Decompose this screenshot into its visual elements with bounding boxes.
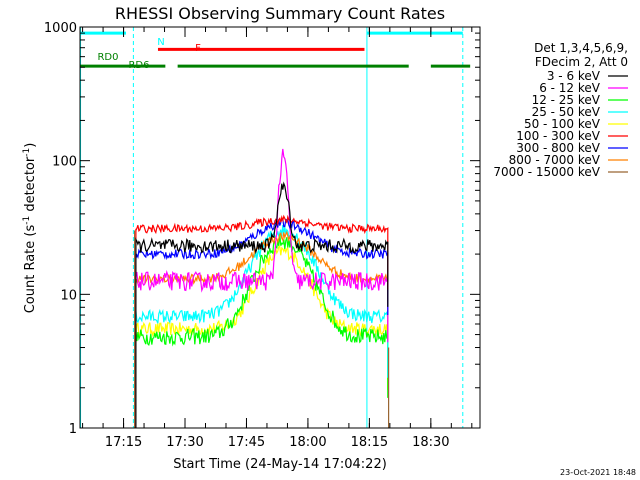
series-line-1 xyxy=(135,148,389,428)
y-axis-label-mid: detector xyxy=(23,156,38,216)
legend-entry-8: 7000 - 15000 keV xyxy=(493,165,600,179)
x-tick-label-3: 18:00 xyxy=(289,435,326,450)
chart-title: RHESSI Observing Summary Count Rates xyxy=(115,4,445,23)
legend-header-line-2: FDecim 2, Att 0 xyxy=(535,55,628,69)
legend-entry-3: 25 - 50 keV xyxy=(532,105,601,119)
plot-area: N F RD0 RD6 xyxy=(80,27,471,428)
x-tick-label-5: 18:30 xyxy=(412,435,449,450)
y-tick-label-1: 10 xyxy=(60,288,77,303)
series-line-6 xyxy=(135,218,389,428)
y-axis-label-end: ) xyxy=(23,143,38,148)
y-axis-label-sup1: -1 xyxy=(22,216,32,225)
plot-frame xyxy=(79,26,481,429)
series-line-0 xyxy=(135,181,389,428)
y-tick-label-0: 1 xyxy=(69,422,77,437)
series-line-5 xyxy=(135,214,389,428)
flag-label-rd0: RD0 xyxy=(97,52,118,63)
y-axis-label-main: Count Rate (s xyxy=(23,225,38,314)
series-line-8 xyxy=(134,230,390,428)
legend-entry-6: 300 - 800 keV xyxy=(516,141,600,155)
legend-entry-4: 50 - 100 keV xyxy=(524,117,601,131)
series-line-2 xyxy=(135,234,389,428)
flag-label-rd6: RD6 xyxy=(128,60,149,71)
x-tick-label-1: 17:30 xyxy=(166,435,203,450)
x-tick-label-0: 17:15 xyxy=(105,435,142,450)
legend-entry-1: 6 - 12 keV xyxy=(539,81,601,95)
legend: Det 1,3,4,5,6,9, FDecim 2, Att 0 3 - 6 k… xyxy=(493,41,628,179)
timestamp-footer: 23-Oct-2021 18:48 xyxy=(560,468,636,477)
flag-label-n: N xyxy=(157,37,164,48)
y-tick-label-3: 1000 xyxy=(44,21,77,36)
y-tick-label-2: 100 xyxy=(52,155,77,170)
legend-entry-2: 12 - 25 keV xyxy=(532,93,601,107)
x-tick-label-4: 18:15 xyxy=(351,435,388,450)
legend-entry-7: 800 - 7000 keV xyxy=(509,153,601,167)
y-axis-label-sup2: -1 xyxy=(22,148,32,157)
y-axis-label: Count Rate (s-1 detector-1) xyxy=(22,143,38,314)
legend-entry-0: 3 - 6 keV xyxy=(547,69,601,83)
axes: 1 10 100 1000 17:15 17:30 17:45 18:00 18:15 18:30 xyxy=(44,21,481,450)
legend-entry-5: 100 - 300 keV xyxy=(516,129,600,143)
flag-label-f: F xyxy=(195,43,201,54)
x-tick-label-2: 17:45 xyxy=(228,435,265,450)
legend-header-line-1: Det 1,3,4,5,6,9, xyxy=(534,41,628,55)
x-axis-label: Start Time (24-May-14 17:04:22) xyxy=(173,457,387,472)
